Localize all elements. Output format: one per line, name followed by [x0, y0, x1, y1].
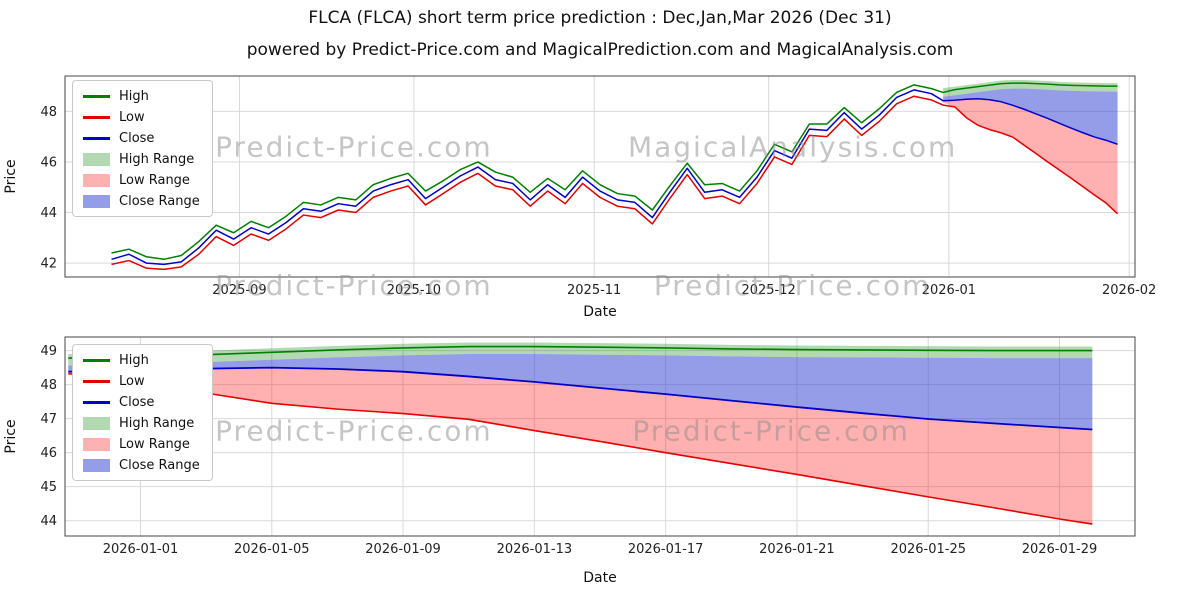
y-tick-label: 46	[40, 155, 57, 170]
y-tick-label: 49	[40, 344, 57, 359]
y-tick-label: 48	[40, 378, 57, 393]
x-tick-label: 2026-01-29	[1022, 542, 1098, 557]
legend-label: High Range	[119, 151, 195, 167]
legend-item: High Range	[83, 414, 200, 432]
legend-item: Close Range	[83, 456, 200, 474]
price-history-chart: 2025-09 2025-10 2025-11 2025-12 2026-01 2026-…	[3, 75, 1156, 320]
legend-item: High Range	[83, 150, 200, 168]
low-range-band	[943, 98, 1118, 214]
legend-label: Low Range	[119, 172, 190, 188]
high-range-band	[943, 80, 1118, 97]
legend-label: Low Range	[119, 436, 190, 452]
y-tick-label: 48	[40, 105, 57, 120]
watermark: Predict-Price.com	[215, 130, 493, 163]
legend-patch-swatch	[83, 416, 110, 430]
prediction-detail-chart: 2026-01-01 2026-01-05 2026-01-09 2026-01-13…	[3, 336, 1136, 586]
y-tick-label: 44	[40, 206, 57, 221]
x-tick-label: 2025-09	[212, 283, 266, 298]
legend-label: Close Range	[119, 193, 200, 209]
x-tick-label: 2026-01	[922, 283, 976, 298]
plot-border	[64, 336, 1136, 537]
plot-border	[64, 75, 1136, 278]
y-axis-label: Price	[3, 419, 19, 453]
y-tick-label: 42	[40, 257, 57, 272]
legend-bottom: High Low Close High Range Low Range Close Ran…	[72, 344, 213, 481]
x-tick-label: 2026-01-05	[234, 542, 310, 557]
y-tick-label: 46	[40, 446, 57, 461]
legend-label: Close Range	[119, 457, 200, 473]
legend-line-swatch	[83, 115, 110, 119]
legend-patch-swatch	[83, 152, 110, 166]
legend-item: Low	[83, 108, 200, 126]
legend-line-swatch	[83, 358, 110, 362]
high-range-band	[68, 342, 1093, 366]
watermark: Predict-Price.com	[632, 414, 910, 447]
close-line	[111, 89, 1118, 266]
watermark: Predict-Price.com	[654, 269, 932, 302]
high-line	[111, 82, 1118, 261]
x-tick-label: 2026-01-09	[365, 542, 441, 557]
close-range-band	[943, 88, 1118, 145]
legend-item: Low	[83, 372, 200, 390]
legend-line-swatch	[83, 379, 110, 383]
legend-line-swatch	[83, 400, 110, 404]
legend-patch-swatch	[83, 173, 110, 187]
x-tick-label: 2025-12	[741, 283, 795, 298]
legend-label: Low	[119, 109, 145, 125]
high-line	[68, 345, 1093, 359]
low-line	[68, 372, 1093, 525]
legend-top: High Low Close High Range Low Range Close Ran…	[72, 80, 213, 217]
low-line	[111, 95, 1119, 271]
x-axis-label: Date	[583, 304, 616, 320]
y-tick-label: 45	[40, 480, 57, 495]
y-tick-label: 47	[40, 412, 57, 427]
legend-item: Close Range	[83, 192, 200, 210]
y-axis-label: Price	[3, 159, 19, 193]
legend-item: High	[83, 351, 200, 369]
watermark: Predict-Price.com	[215, 269, 493, 302]
chart-subtitle: powered by Predict-Price.com and Magical…	[246, 40, 954, 60]
legend-item: Low Range	[83, 435, 200, 453]
legend-item: High	[83, 87, 200, 105]
close-line	[68, 366, 1093, 431]
legend-line-swatch	[83, 94, 110, 98]
y-tick-label: 44	[40, 514, 57, 529]
legend-label: Close	[119, 394, 155, 410]
legend-label: High	[119, 88, 149, 104]
legend-label: Close	[119, 130, 155, 146]
x-tick-label: 2025-10	[387, 283, 441, 298]
legend-patch-swatch	[83, 437, 110, 451]
x-tick-label: 2025-11	[567, 283, 621, 298]
x-tick-label: 2026-01-21	[759, 542, 835, 557]
legend-item: Low Range	[83, 171, 200, 189]
watermark: MagicalAnalysis.com	[628, 130, 957, 163]
legend-label: High Range	[119, 415, 195, 431]
x-axis-label: Date	[583, 570, 616, 586]
x-tick-label: 2026-01-17	[628, 542, 704, 557]
chart-title: FLCA (FLCA) short term price prediction …	[308, 8, 892, 28]
x-tick-label: 2026-02	[1102, 283, 1156, 298]
legend-label: Low	[119, 373, 145, 389]
x-tick-label: 2026-01-13	[497, 542, 573, 557]
legend-label: High	[119, 352, 149, 368]
legend-patch-swatch	[83, 194, 110, 208]
legend-item: Close	[83, 129, 200, 147]
x-tick-label: 2026-01-01	[103, 542, 179, 557]
watermark: Predict-Price.com	[215, 414, 493, 447]
low-range-band	[68, 367, 1093, 525]
legend-item: Close	[83, 393, 200, 411]
x-tick-label: 2026-01-25	[890, 542, 966, 557]
legend-line-swatch	[83, 136, 110, 140]
legend-patch-swatch	[83, 458, 110, 472]
